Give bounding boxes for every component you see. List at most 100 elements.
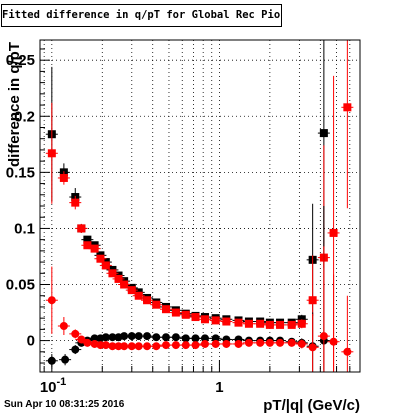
data-point-circle <box>319 332 328 341</box>
data-point-square <box>152 300 161 309</box>
data-point-circle <box>83 338 92 347</box>
plot-frame <box>39 39 361 373</box>
y-tick-label: 0.25 <box>6 52 35 69</box>
data-point-circle <box>101 341 110 350</box>
data-point-circle <box>297 339 306 348</box>
data-point-circle <box>265 338 274 347</box>
data-point-square <box>234 318 243 327</box>
data-point-circle <box>71 329 80 338</box>
data-point-square <box>101 261 110 270</box>
series-3 <box>45 246 354 372</box>
data-point-circle <box>222 339 231 348</box>
data-point-square <box>47 149 56 158</box>
data-point-square <box>114 274 123 283</box>
data-point-square <box>265 320 274 329</box>
data-point-circle <box>244 338 253 347</box>
data-point-circle <box>211 334 220 343</box>
data-point-circle <box>171 341 180 350</box>
data-point-square <box>343 103 352 112</box>
data-point-square <box>211 316 220 325</box>
data-point-circle <box>152 333 161 342</box>
data-point-square <box>77 224 86 233</box>
data-point-square <box>244 319 253 328</box>
chart-title: Fitted difference in q/pT for Global Rec… <box>1 4 282 27</box>
data-point-square <box>127 286 136 295</box>
data-point-circle <box>181 334 190 343</box>
data-point-square <box>200 315 209 324</box>
data-point-circle <box>127 342 136 351</box>
timestamp: Sun Apr 10 08:31:25 2016 <box>4 399 125 410</box>
data-point-square <box>181 310 190 319</box>
data-point-square <box>308 296 317 305</box>
data-point-circle <box>108 333 117 342</box>
data-point-circle <box>234 339 243 348</box>
y-axis-title: difference in q/pT <box>6 42 23 167</box>
data-point-circle <box>143 342 152 351</box>
y-tick-label: 0.05 <box>6 277 35 294</box>
data-point-circle <box>211 339 220 348</box>
data-point-circle <box>77 335 86 344</box>
data-point-circle <box>276 338 285 347</box>
y-tick-label: 0.15 <box>6 164 35 181</box>
data-markers <box>45 40 354 372</box>
data-point-circle <box>191 341 200 350</box>
data-point-square <box>143 296 152 305</box>
data-point-square <box>329 228 338 237</box>
data-point-circle <box>308 343 317 352</box>
data-point-circle <box>200 339 209 348</box>
y-tick-label: 0.2 <box>14 108 35 125</box>
data-point-circle <box>108 342 117 351</box>
data-point-circle <box>161 333 170 342</box>
data-point-circle <box>134 342 143 351</box>
data-point-circle <box>143 332 152 341</box>
x-axis-title: pT/|q| (GeV/c) <box>263 397 360 414</box>
data-point-circle <box>59 322 68 331</box>
data-point-square <box>120 280 129 289</box>
data-point-square <box>171 308 180 317</box>
data-point-circle <box>120 332 129 341</box>
x-tick-label: 1 <box>215 379 223 396</box>
data-point-square <box>297 319 306 328</box>
data-point-circle <box>287 338 296 347</box>
data-point-square <box>256 319 265 328</box>
data-point-circle <box>329 337 338 346</box>
data-point-square <box>59 173 68 182</box>
axis-ticks <box>40 48 351 372</box>
data-point-circle <box>61 355 70 364</box>
data-point-circle <box>127 332 136 341</box>
data-point-circle <box>161 341 170 350</box>
data-point-circle <box>47 296 56 305</box>
x-tick-label: 10-1 <box>40 376 66 396</box>
x-tick-label-exponent: -1 <box>57 376 67 388</box>
data-point-square <box>161 305 170 314</box>
data-point-square <box>90 244 99 253</box>
data-point-square <box>191 313 200 322</box>
data-point-circle <box>101 333 110 342</box>
data-point-circle <box>134 332 143 341</box>
data-point-square <box>276 320 285 329</box>
grid-lines <box>40 40 360 372</box>
data-point-circle <box>181 341 190 350</box>
data-point-square <box>83 241 92 250</box>
data-point-circle <box>120 342 129 351</box>
data-point-square <box>134 291 143 300</box>
data-point-square <box>287 320 296 329</box>
y-tick-label: 0 <box>27 333 35 350</box>
data-point-square <box>319 129 328 138</box>
series-1 <box>45 40 354 372</box>
data-point-circle <box>191 334 200 343</box>
data-point-circle <box>152 342 161 351</box>
data-point-circle <box>343 347 352 356</box>
data-point-square <box>222 317 231 326</box>
data-point-square <box>71 198 80 207</box>
data-point-circle <box>171 333 180 342</box>
data-point-square <box>108 269 117 278</box>
data-point-circle <box>256 338 265 347</box>
series-0 <box>45 40 330 327</box>
data-point-circle <box>71 345 80 354</box>
y-tick-label: 0.1 <box>14 220 35 237</box>
data-point-square <box>96 254 105 263</box>
data-point-circle <box>200 334 209 343</box>
data-point-square <box>83 235 92 244</box>
